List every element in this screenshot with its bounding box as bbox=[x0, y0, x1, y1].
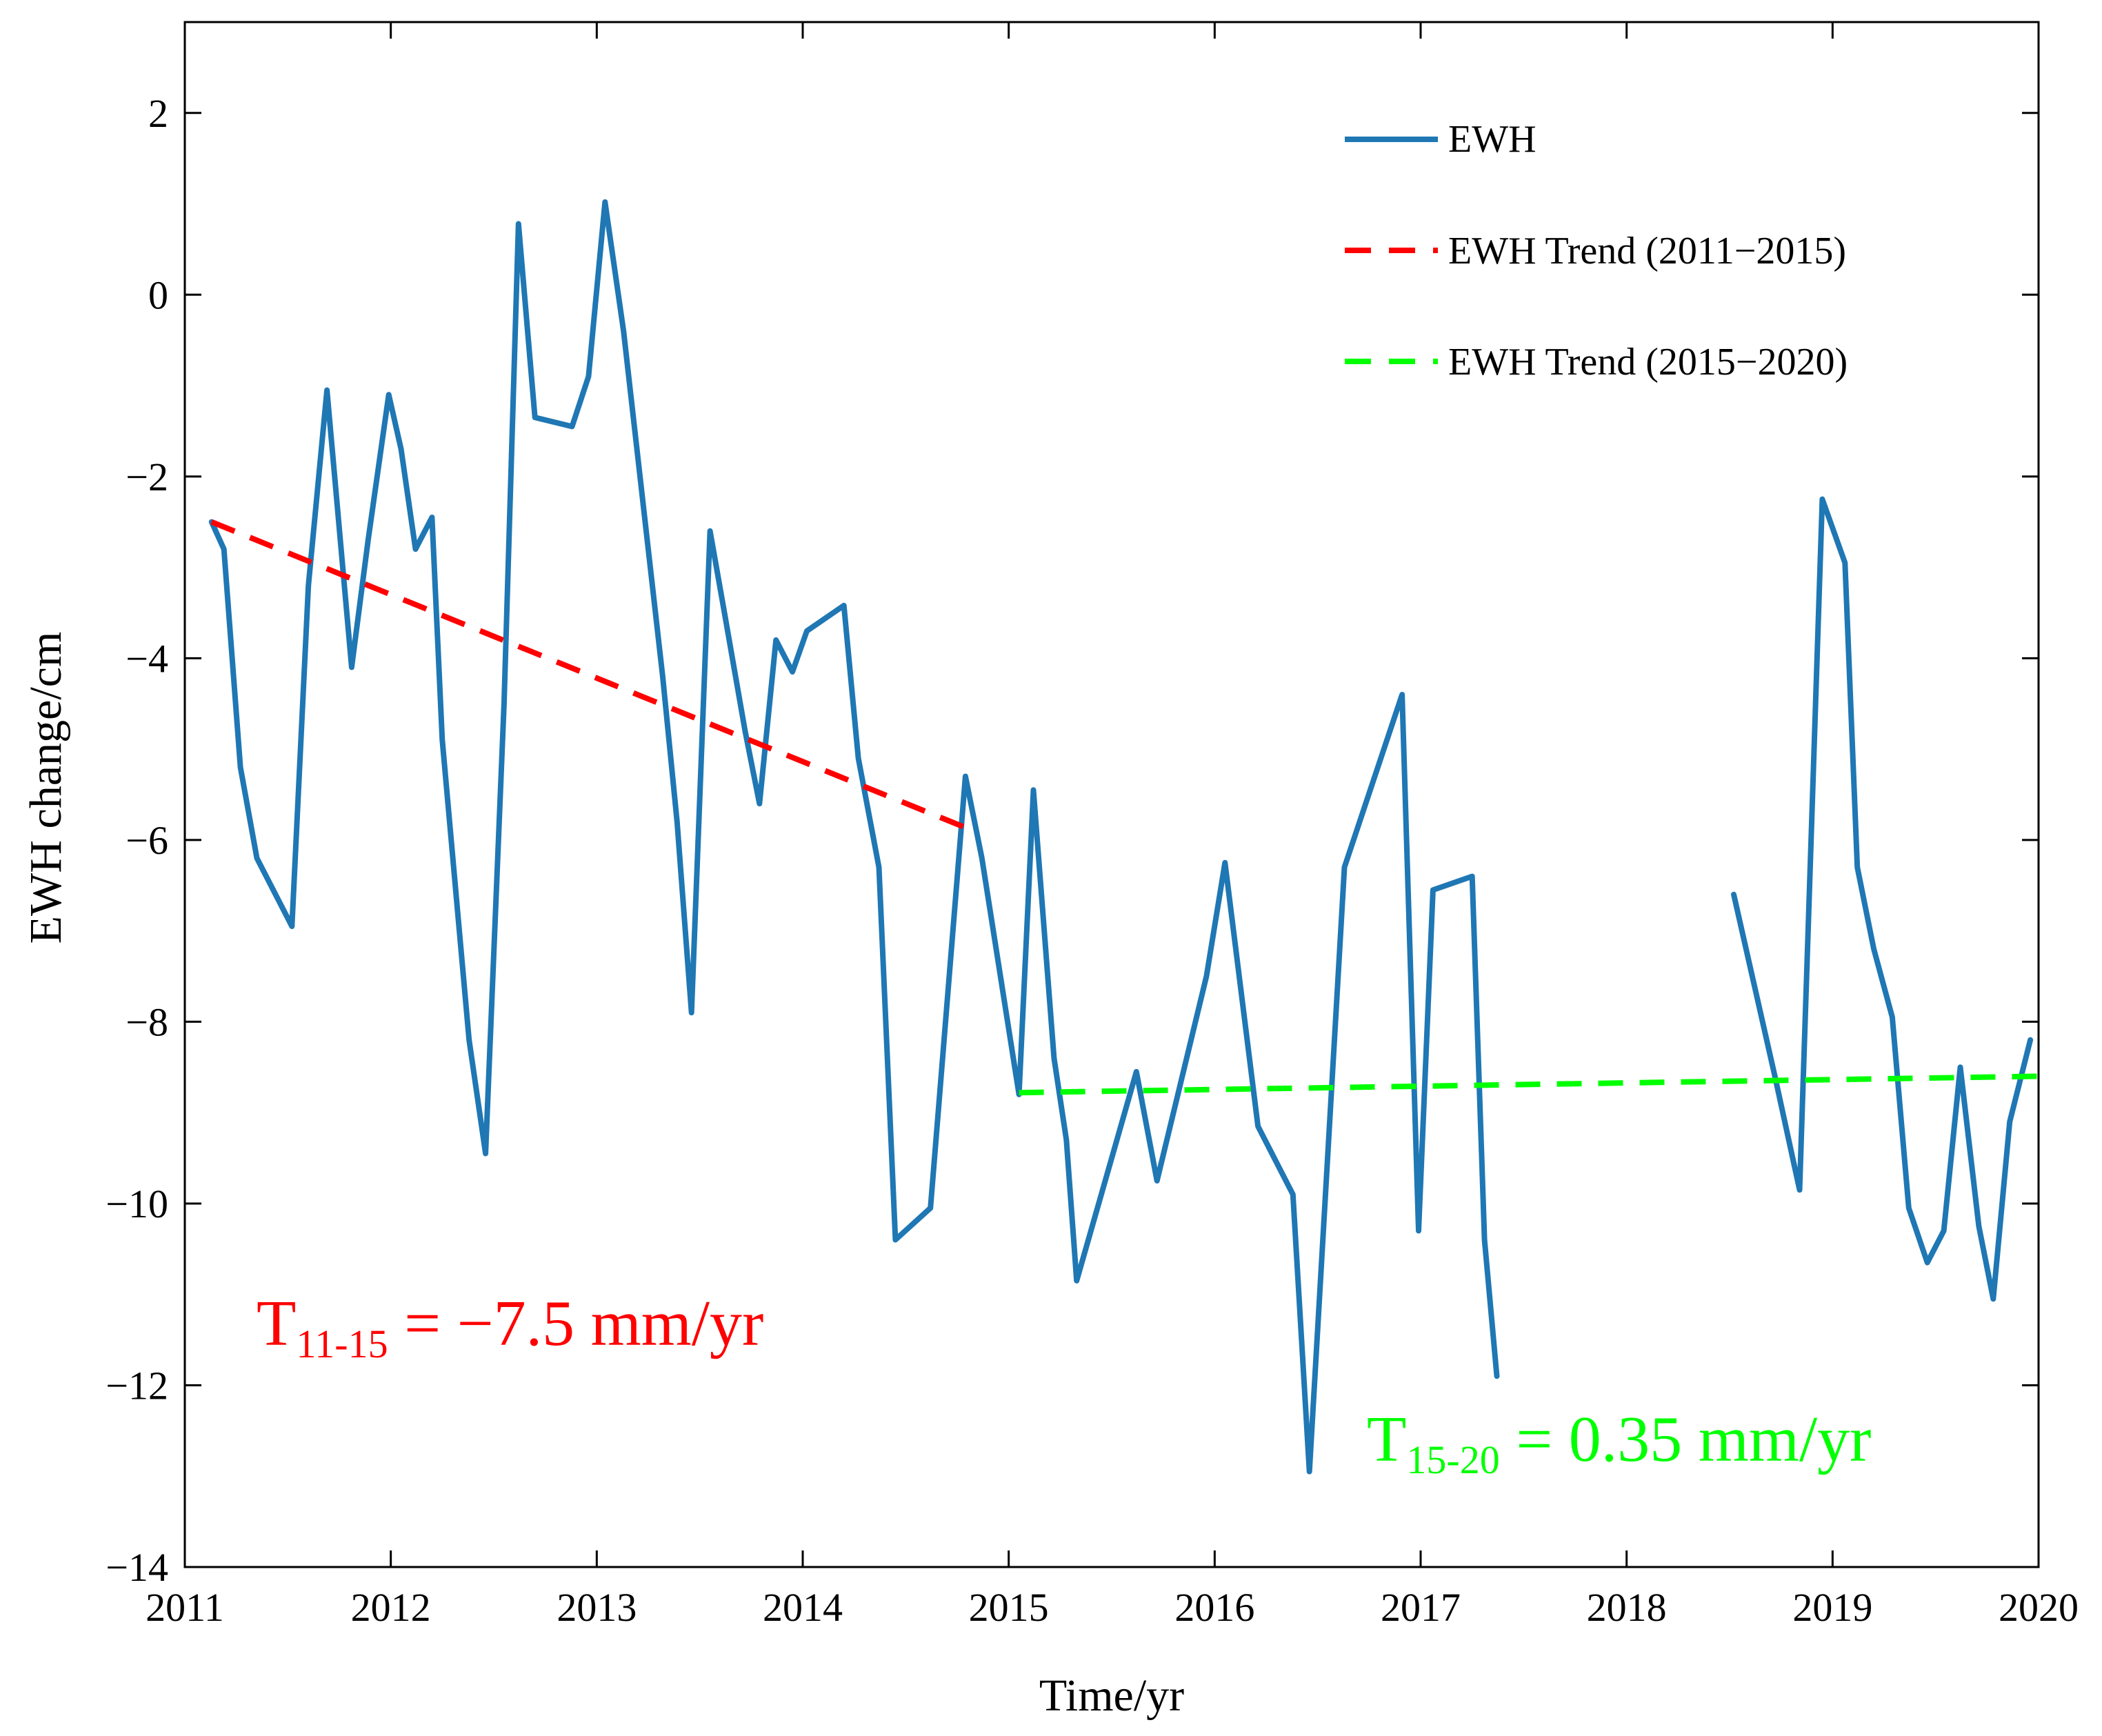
trend-annotation-2011-2015: T11-15 = −7.5 mm/yr bbox=[257, 1288, 763, 1366]
series-line-ewh-segment-1 bbox=[208, 199, 1500, 1475]
x-tick-label: 2015 bbox=[969, 1585, 1049, 1630]
x-tick-label: 2017 bbox=[1381, 1585, 1461, 1630]
annotation-prefix: T bbox=[257, 1288, 296, 1359]
x-tick-label: 2016 bbox=[1174, 1585, 1254, 1630]
plot-area-frame bbox=[183, 21, 2040, 1568]
y-tick-label: −14 bbox=[106, 1545, 168, 1590]
y-tick-label: 0 bbox=[148, 272, 168, 317]
trend-line-2011-2015 bbox=[210, 519, 975, 834]
legend-label-ewh: EWH bbox=[1448, 118, 1537, 161]
annotation-value: = −7.5 mm/yr bbox=[388, 1288, 764, 1359]
legend: EWH EWH Trend (2011−2015) EWH Trend (201… bbox=[1345, 118, 1848, 383]
x-tick-label: 2018 bbox=[1587, 1585, 1667, 1630]
y-tick-label: −4 bbox=[126, 636, 168, 681]
series-layer bbox=[208, 199, 2039, 1475]
x-tick-label: 2011 bbox=[146, 1585, 224, 1630]
x-axis-title: Time/yr bbox=[1039, 1670, 1184, 1721]
y-tick-label: −6 bbox=[126, 818, 168, 863]
annotation-subscript: 11-15 bbox=[296, 1321, 388, 1366]
x-tick-label: 2012 bbox=[351, 1585, 431, 1630]
x-axis: 2011 2012 2013 2014 2015 2016 2017 2018 2019 2020 bbox=[146, 22, 2079, 1630]
legend-label-trend-2011-2015: EWH Trend (2011−2015) bbox=[1448, 230, 1846, 272]
y-tick-label: −12 bbox=[106, 1363, 168, 1408]
y-axis-title: EWH change/cm bbox=[21, 632, 71, 944]
y-axis: 2 0 −2 −4 −6 −8 −10 −12 −14 bbox=[106, 91, 2039, 1590]
annotation-prefix: T bbox=[1367, 1404, 1406, 1475]
x-tick-label: 2020 bbox=[1999, 1585, 2079, 1630]
x-tick-label: 2013 bbox=[557, 1585, 637, 1630]
y-tick-label: −10 bbox=[106, 1181, 168, 1226]
y-tick-label: −2 bbox=[126, 455, 168, 499]
x-tick-label: 2014 bbox=[763, 1585, 843, 1630]
trend-line-2015-2020 bbox=[1019, 1073, 2039, 1096]
legend-label-trend-2015-2020: EWH Trend (2015−2020) bbox=[1448, 341, 1848, 383]
annotation-value: = 0.35 mm/yr bbox=[1500, 1404, 1872, 1475]
annotation-subscript: 15-20 bbox=[1406, 1437, 1499, 1482]
x-tick-label: 2019 bbox=[1792, 1585, 1872, 1630]
y-tick-label: −8 bbox=[126, 999, 168, 1044]
series-line-ewh-segment-2 bbox=[1731, 496, 2034, 1302]
trend-annotation-2015-2020: T15-20 = 0.35 mm/yr bbox=[1367, 1404, 1871, 1482]
y-tick-label: 2 bbox=[148, 91, 168, 136]
